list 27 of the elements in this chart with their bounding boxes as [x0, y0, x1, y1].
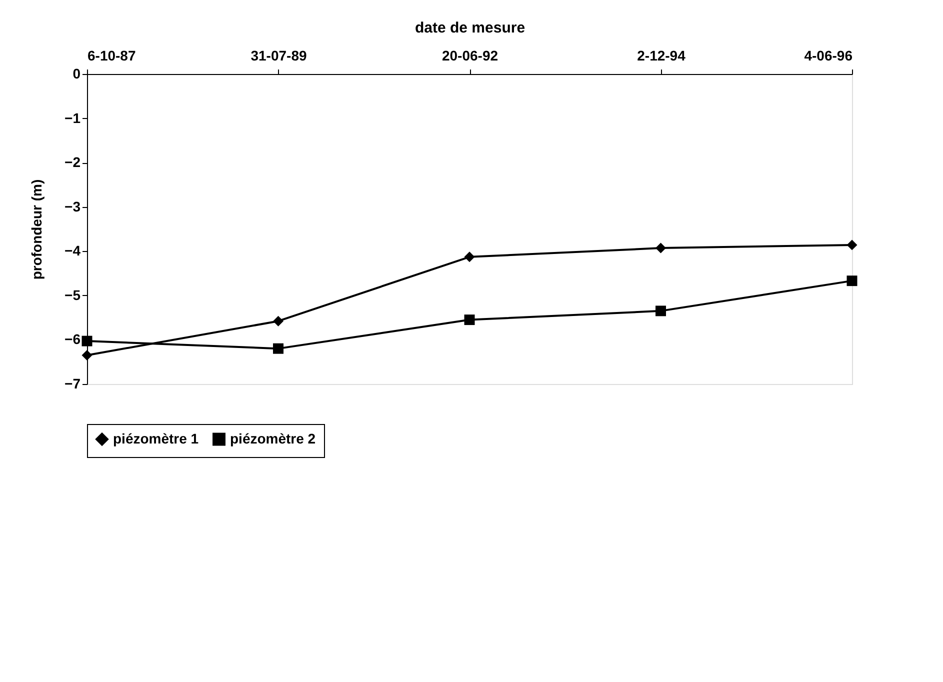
point — [273, 316, 284, 326]
x-tick-label: 20-06-92 — [442, 48, 498, 64]
legend-label: piézomètre 2 — [230, 430, 316, 446]
y-tick-label: −7 — [64, 376, 81, 392]
y-tick-label: −5 — [64, 286, 81, 303]
point — [82, 336, 92, 346]
x-tick-label: 6-10-87 — [88, 48, 136, 64]
y-tick-label: −1 — [64, 110, 81, 126]
y-tick-label: −6 — [64, 331, 81, 348]
point — [846, 276, 858, 286]
y-tick-label: −4 — [64, 242, 81, 259]
x-tick-label: 2-12-94 — [637, 48, 686, 64]
point — [464, 314, 475, 326]
point — [656, 306, 666, 316]
point — [846, 240, 858, 250]
legend-label: piézomètre 1 — [113, 430, 199, 446]
x-axis-title: date de mesure — [414, 20, 526, 36]
x-tick-label: 31-07-89 — [250, 48, 307, 64]
point — [656, 242, 666, 254]
x-tick-label: 4-06-96 — [804, 48, 853, 64]
point — [464, 252, 475, 262]
point — [273, 343, 284, 354]
point — [82, 350, 92, 360]
y-tick-label: −3 — [64, 198, 81, 214]
y-tick-label: −2 — [64, 154, 81, 170]
y-tick-label: 0 — [72, 66, 81, 82]
y-axis-title: profondeur (m) — [28, 179, 45, 280]
